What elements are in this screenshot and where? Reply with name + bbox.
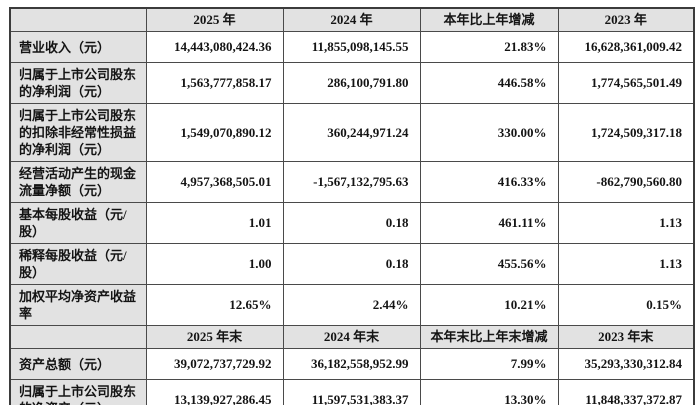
cell-value: 1.00 — [145, 243, 284, 285]
column-header: 2025 年末 — [145, 325, 284, 349]
cell-value: 0.15% — [557, 284, 695, 326]
header-row: 2025 年末 2024 年末 本年末比上年末增减 2023 年末 — [9, 325, 695, 349]
cell-value: 36,182,558,952.99 — [282, 348, 421, 380]
table-row: 营业收入（元） 14,443,080,424.36 11,855,098,145.5… — [9, 31, 695, 63]
cell-value: 39,072,737,729.92 — [145, 348, 284, 380]
cell-value: 2.44% — [282, 284, 421, 326]
table-body: 2025 年 2024 年本年比上年增减 2023 年营业收入（元） 14,443,0… — [9, 7, 695, 405]
table-row: 归属于上市公司股东的净利润（元） 1,563,777,858.17 286,100,… — [9, 62, 695, 104]
row-label: 归属于上市公司股东的净资产（元） — [9, 379, 147, 405]
row-label: 加权平均净资产收益率 — [9, 284, 147, 326]
table-row: 归属于上市公司股东的扣除非经常性损益的净利润（元） 1,549,070,890.1… — [9, 103, 695, 162]
cell-value: 1,724,509,317.18 — [557, 103, 695, 162]
table-row: 稀释每股收益（元/股） 1.00 0.18 455.56% 1.13 — [9, 243, 695, 285]
header-empty-cell — [9, 325, 147, 349]
cell-value: 0.18 — [282, 243, 421, 285]
cell-value: 416.33% — [419, 161, 559, 203]
column-header: 本年比上年增减 — [419, 7, 559, 32]
cell-value: 461.11% — [419, 202, 559, 244]
row-label: 营业收入（元） — [9, 31, 147, 63]
cell-value: 1,549,070,890.12 — [145, 103, 284, 162]
cell-value: -1,567,132,795.63 — [282, 161, 421, 203]
row-label: 经营活动产生的现金流量净额（元） — [9, 161, 147, 203]
cell-value: 7.99% — [419, 348, 559, 380]
cell-value: 11,848,337,372.87 — [557, 379, 695, 405]
table-row: 加权平均净资产收益率 12.65% 2.44% 10.21% 0.15% — [9, 284, 695, 326]
row-label: 稀释每股收益（元/股） — [9, 243, 147, 285]
column-header: 2024 年末 — [282, 325, 421, 349]
cell-value: 12.65% — [145, 284, 284, 326]
cell-value: 446.58% — [419, 62, 559, 104]
cell-value: 1.13 — [557, 243, 695, 285]
cell-value: 13.30% — [419, 379, 559, 405]
table-row: 经营活动产生的现金流量净额（元） 4,957,368,505.01 -1,567,1… — [9, 161, 695, 203]
column-header: 2023 年末 — [557, 325, 695, 349]
cell-value: 286,100,791.80 — [282, 62, 421, 104]
cell-value: 14,443,080,424.36 — [145, 31, 284, 63]
cell-value: -862,790,560.80 — [557, 161, 695, 203]
cell-value: 16,628,361,009.42 — [557, 31, 695, 63]
cell-value: 11,855,098,145.55 — [282, 31, 421, 63]
row-label: 归属于上市公司股东的扣除非经常性损益的净利润（元） — [9, 103, 147, 162]
cell-value: 1,563,777,858.17 — [145, 62, 284, 104]
cell-value: 1.01 — [145, 202, 284, 244]
financial-table-container: 2025 年 2024 年本年比上年增减 2023 年营业收入（元） 14,443,0… — [9, 7, 695, 405]
column-header: 2025 年 — [145, 7, 284, 32]
cell-value: 0.18 — [282, 202, 421, 244]
column-header: 2024 年 — [282, 7, 421, 32]
financial-summary-table: 2025 年 2024 年本年比上年增减 2023 年营业收入（元） 14,443,0… — [9, 7, 695, 405]
table-row: 资产总额（元） 39,072,737,729.92 36,182,558,952.9… — [9, 348, 695, 380]
cell-value: 35,293,330,312.84 — [557, 348, 695, 380]
column-header: 2023 年 — [557, 7, 695, 32]
row-label: 归属于上市公司股东的净利润（元） — [9, 62, 147, 104]
header-row: 2025 年 2024 年本年比上年增减 2023 年 — [9, 7, 695, 32]
cell-value: 10.21% — [419, 284, 559, 326]
cell-value: 1.13 — [557, 202, 695, 244]
header-empty-cell — [9, 7, 147, 32]
cell-value: 11,597,531,383.37 — [282, 379, 421, 405]
cell-value: 360,244,971.24 — [282, 103, 421, 162]
cell-value: 330.00% — [419, 103, 559, 162]
cell-value: 4,957,368,505.01 — [145, 161, 284, 203]
row-label: 基本每股收益（元/股） — [9, 202, 147, 244]
table-row: 基本每股收益（元/股） 1.01 0.18 461.11% 1.13 — [9, 202, 695, 244]
cell-value: 1,774,565,501.49 — [557, 62, 695, 104]
cell-value: 13,139,927,286.45 — [145, 379, 284, 405]
table-row: 归属于上市公司股东的净资产（元）13,139,927,286.4511,597,… — [9, 379, 695, 405]
column-header: 本年末比上年末增减 — [419, 325, 559, 349]
cell-value: 455.56% — [419, 243, 559, 285]
cell-value: 21.83% — [419, 31, 559, 63]
row-label: 资产总额（元） — [9, 348, 147, 380]
